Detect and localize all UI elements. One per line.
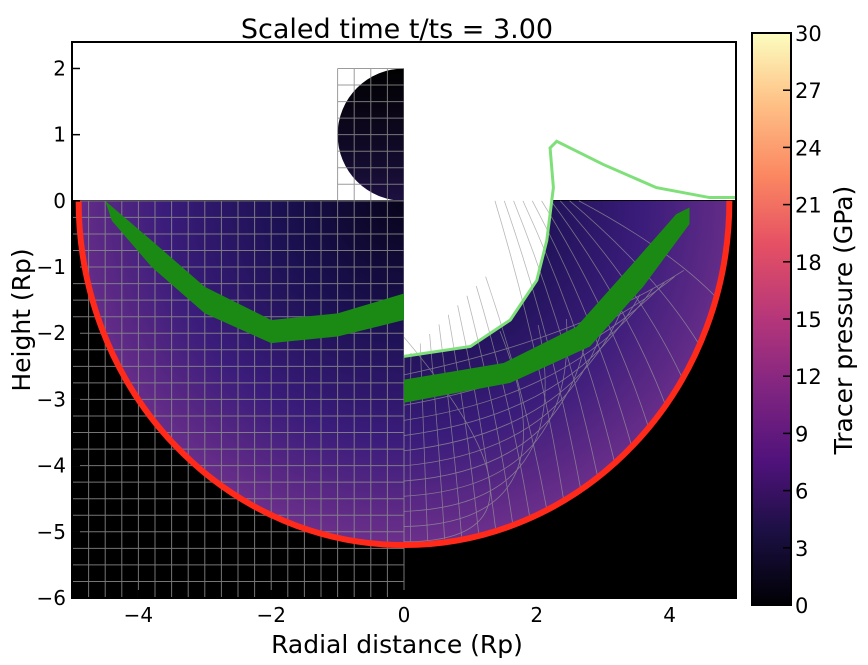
y-tick-label: −1 [37,255,66,279]
grid-line [403,288,654,421]
colorbar-ticks: 0 3 6 9 12 15 18 21 24 27 30 [783,22,822,618]
colorbar-tick-label: 30 [795,22,822,46]
crater-cavity [404,42,736,357]
chart-title: Scaled time t/ts = 3.00 [241,14,553,45]
y-tick-label: −4 [37,454,66,478]
colorbar-tick-label: 3 [795,537,808,561]
x-tick-label: −2 [256,603,285,627]
grid-line [485,276,547,508]
grid-line [403,300,626,452]
mesh-grid-right [403,200,717,543]
grid-line [403,324,546,512]
y-tick-label: 0 [53,189,66,213]
y-axis: −6 −5 −4 −3 −2 −1 0 1 2 [37,56,80,610]
grid-line [419,343,429,541]
grid-line [466,295,513,523]
mesh-grid-left [72,67,405,598]
tracer-band-left [105,200,404,344]
grid-line [403,312,590,482]
tracer-band-right [404,207,690,403]
grid-line [403,270,684,376]
grid-line [429,333,445,540]
colorbar-tick-label: 6 [795,480,808,504]
colorbar-tick-label: 21 [795,194,822,218]
grid-line [475,286,530,516]
y-tick-label: 1 [53,123,66,147]
x-tick-label: −4 [124,603,153,627]
y-tick-label: −5 [37,520,66,544]
x-tick-label: 0 [398,603,411,627]
colorbar-tick-label: 18 [795,251,822,275]
y-tick-label: −6 [37,586,66,610]
grid-line [457,305,496,529]
y-tick-label: 2 [53,56,66,80]
colorbar-tick-label: 24 [795,136,822,160]
shock-front [75,200,733,549]
surface-line [403,139,736,358]
grid-line [409,353,412,542]
grid-line [403,294,641,436]
colorbar-tick-label: 15 [795,308,822,332]
y-tick-label: −2 [37,321,66,345]
colorbar-tick-label: 12 [795,365,822,389]
y-axis-label: Height (Rp) [7,248,36,391]
x-tick-label: 4 [663,603,676,627]
x-axis-label: Radial distance (Rp) [271,630,523,659]
plot-area [72,42,736,598]
colorbar-label: Tracer pressure (GPa) [829,186,858,456]
colorbar-tick-label: 27 [795,79,822,103]
grid-line [403,318,568,497]
colorbar-tick-label: 0 [795,594,808,618]
y-tick-label: −3 [37,387,66,411]
colorbar-tick-label: 9 [795,422,808,446]
grid-line [403,306,610,467]
x-tick-label: 2 [530,603,543,627]
x-axis: −4 −2 0 2 4 [124,590,676,627]
